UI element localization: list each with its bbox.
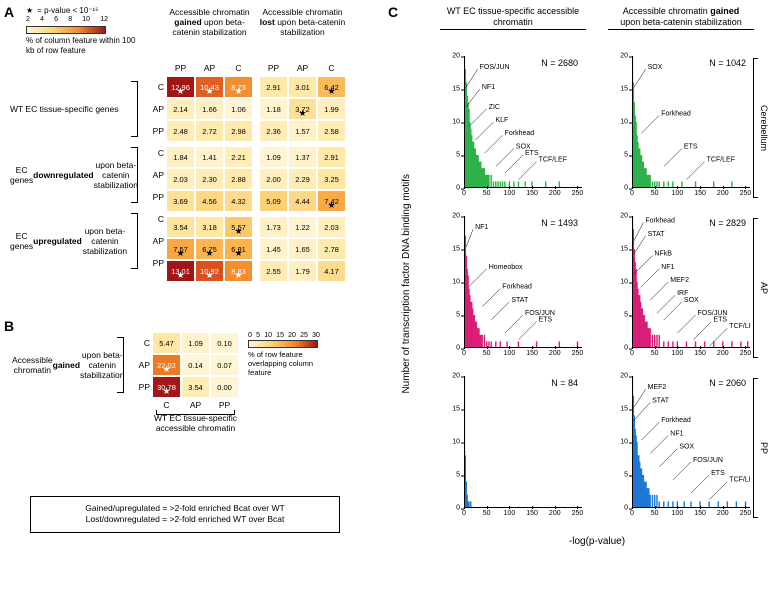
coltitle-1: WT EC tissue-specific accessible chromat… xyxy=(440,6,586,30)
chart-4: 05101520050100150200250N = 84 xyxy=(440,370,586,526)
star-icon: ★ xyxy=(26,6,33,16)
chart-0: 05101520050100150200250N = 2680FOS/JUNNF… xyxy=(440,50,586,206)
colhead-lost: Accessible chromatin lost upon beta-cate… xyxy=(259,8,346,37)
colhead-gained: Accessible chromatin gained upon beta-ca… xyxy=(166,8,253,37)
legend-a-desc: % of column feature within 100 kb of row… xyxy=(26,36,136,55)
panel-a-subcols: PPAPC PPAPC xyxy=(166,63,346,75)
panel-a-rowgroups: WT EC tissue-specific genesEC genes down… xyxy=(10,76,138,274)
legend-star-text: = p-value < 10⁻¹⁵ xyxy=(37,6,98,16)
legend-a-ticks: 24681012 xyxy=(26,16,108,24)
heatmap-b: 5.471.090.1022.02★0.140.0730.78★3.540.00 xyxy=(152,332,239,398)
panel-a-rowsubs: CAPPPCAPPPCAPPP xyxy=(142,76,164,274)
panel-b-rowgroup: Accessible chromatin gained upon beta-ca… xyxy=(12,332,124,398)
x-axis-label: -log(p-value) xyxy=(440,536,754,547)
chart-5: 05101520050100150200250N = 2060MEF2STATF… xyxy=(608,370,754,526)
panel-c-coltitles: WT EC tissue-specific accessible chromat… xyxy=(440,6,754,30)
y-axis-label: Number of transcription factor DNA bindi… xyxy=(398,50,414,518)
chart-2: 05101520050100150200250N = 1493NF1Homeob… xyxy=(440,210,586,366)
subcol-set-2: PPAPC xyxy=(259,63,346,75)
legend-a-bar xyxy=(26,26,106,34)
legend-b-desc: % of row feature overlapping column feat… xyxy=(248,350,330,377)
panel-a-legend: ★ = p-value < 10⁻¹⁵ 24681012 % of column … xyxy=(26,6,136,55)
def-line-2: Lost/downregulated = >2-fold enriched WT… xyxy=(39,514,331,525)
panel-a-colheads: Accessible chromatin gained upon beta-ca… xyxy=(166,8,346,37)
legend-b-ticks: 051015202530 xyxy=(248,332,320,340)
chart-1: 05101520050100150200250N = 1042SOXForkhe… xyxy=(608,50,754,206)
heatmap-a: 12.96★10.43★8.73★2.141.661.062.482.722.9… xyxy=(166,76,346,282)
chart-3: 05101520050100150200250N = 2829ForkheadS… xyxy=(608,210,754,366)
panel-c: C WT EC tissue-specific accessible chrom… xyxy=(388,4,770,564)
chart-grid: 05101520050100150200250N = 2680FOS/JUNNF… xyxy=(440,50,754,526)
panel-b-colgroup: WT EC tissue-specific accessible chromat… xyxy=(152,414,239,434)
legend-b-bar xyxy=(248,340,318,348)
panel-b-colsubs: CAPPP xyxy=(152,400,239,410)
panel-b-rowsubs: CAPPP xyxy=(128,332,150,398)
definitions-box: Gained/upregulated = >2-fold enriched Bc… xyxy=(30,496,340,533)
subcol-set-1: PPAPC xyxy=(166,63,253,75)
panel-b-legend: 051015202530 % of row feature overlappin… xyxy=(248,332,330,377)
panel-c-label: C xyxy=(388,4,398,20)
panel-a-label: A xyxy=(4,4,14,20)
coltitle-2: Accessible chromatin gained upon beta-ca… xyxy=(608,6,754,30)
def-line-1: Gained/upregulated = >2-fold enriched Bc… xyxy=(39,503,331,514)
